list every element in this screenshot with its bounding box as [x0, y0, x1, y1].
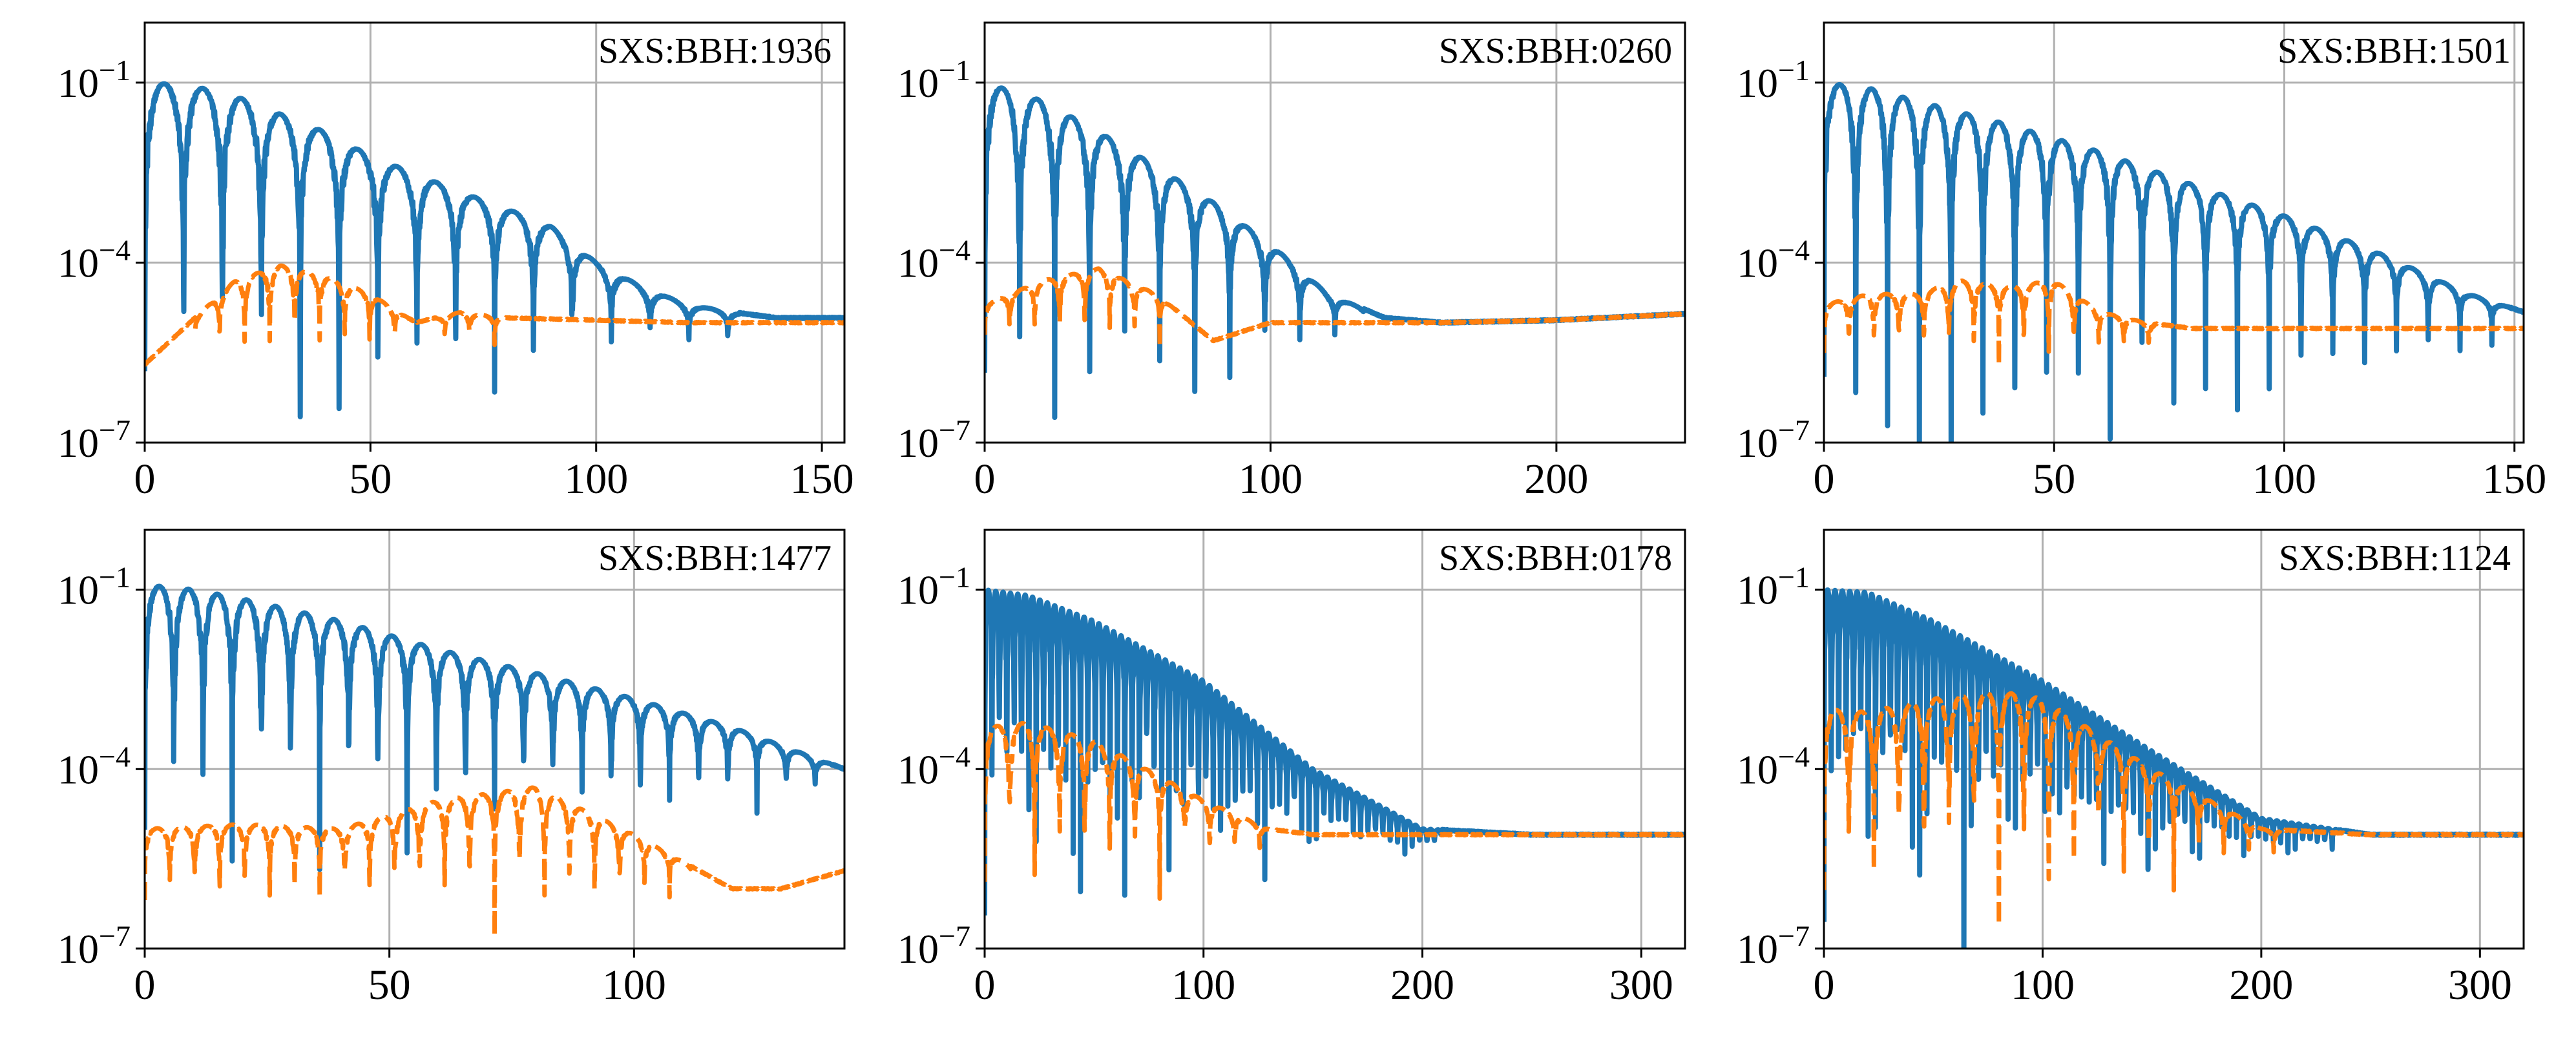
- y-tick-label: 10−4: [1737, 233, 1810, 286]
- series-line-dashed: [145, 263, 844, 367]
- x-tick-label: 100: [2011, 961, 2075, 1009]
- x-tick-label: 50: [349, 456, 392, 503]
- y-tick-label: 10−1: [58, 561, 131, 613]
- y-tick-label: 10−4: [58, 740, 131, 792]
- axes-frame: [983, 21, 1686, 444]
- panel-title: SXS:BBH:1936: [598, 31, 832, 71]
- axes-frame: [1823, 529, 2525, 950]
- x-tick-label: 100: [2252, 456, 2316, 503]
- series-line-dashed: [985, 266, 1685, 350]
- x-tick-label: 50: [2033, 456, 2075, 503]
- x-tick-label: 0: [134, 961, 156, 1009]
- x-tick-label: 50: [368, 961, 411, 1009]
- y-tick-label: 10−4: [897, 233, 970, 286]
- axes-frame: [143, 21, 846, 444]
- y-tick-label: 10−1: [58, 54, 131, 106]
- x-tick-label: 0: [974, 961, 996, 1009]
- series-line-dashed: [145, 785, 844, 938]
- series-line-solid: [1824, 587, 2524, 949]
- y-tick-label: 10−7: [1737, 414, 1810, 466]
- axes-frame: [983, 529, 1686, 950]
- y-tick-label: 10−7: [897, 919, 970, 972]
- y-tick-label: 10−1: [1737, 561, 1810, 613]
- x-tick-label: 200: [2229, 961, 2293, 1009]
- x-tick-label: 0: [974, 456, 996, 503]
- subplot-4: 0 50 100 10−1 10−4 10−7 SXS:BBH:1477: [58, 529, 846, 1009]
- panel-title: SXS:BBH:1501: [2278, 31, 2511, 71]
- axes-frame: [1823, 21, 2525, 444]
- x-tick-label: 100: [602, 961, 666, 1009]
- x-tick-label: 100: [564, 456, 628, 503]
- subplot-2: 0 100 200 10−1 10−4 10−7 SXS:BBH:0260: [897, 21, 1686, 503]
- panel-title: SXS:BBH:1477: [598, 538, 832, 578]
- x-tick-label: 300: [1609, 961, 1673, 1009]
- panel-title: SXS:BBH:1124: [2279, 538, 2511, 578]
- x-tick-label: 0: [134, 456, 156, 503]
- panel-title: SXS:BBH:0178: [1439, 538, 1672, 578]
- x-tick-label: 150: [2482, 456, 2546, 503]
- series-line-dashed: [1824, 278, 2524, 367]
- y-tick-label: 10−1: [1737, 54, 1810, 106]
- y-tick-label: 10−7: [58, 919, 131, 972]
- series-line-solid: [985, 85, 1685, 421]
- series-line-dashed: [1824, 690, 2524, 927]
- series-line-dashed: [985, 720, 1685, 901]
- y-tick-label: 10−4: [58, 233, 131, 286]
- x-tick-label: 0: [1814, 456, 1835, 503]
- y-tick-label: 10−7: [897, 414, 970, 466]
- y-tick-label: 10−4: [897, 740, 970, 792]
- y-tick-label: 10−1: [897, 54, 970, 106]
- y-tick-label: 10−7: [1737, 919, 1810, 972]
- subplot-1: 0 50 100 150 10−1 10−4 10−7 SXS:BBH:1936: [58, 21, 854, 503]
- x-tick-label: 200: [1524, 456, 1588, 503]
- subplot-6: 0 100 200 300 10−1 10−4 10−7 SXS:BBH:1124: [1737, 529, 2525, 1009]
- series-line-solid: [1824, 81, 2524, 443]
- series-line-solid: [145, 583, 844, 872]
- y-tick-label: 10−7: [58, 414, 131, 466]
- series-line-solid: [145, 81, 844, 419]
- subplot-5: 0 100 200 300 10−1 10−4 10−7 SXS:BBH:0178: [897, 529, 1686, 1009]
- subplot-3: 0 50 100 150 10−1 10−4 10−7 SXS:BBH:1501: [1737, 21, 2546, 503]
- x-tick-label: 100: [1171, 961, 1235, 1009]
- x-tick-label: 300: [2448, 961, 2512, 1009]
- x-tick-label: 150: [790, 456, 854, 503]
- x-tick-label: 100: [1239, 456, 1303, 503]
- axes-frame: [143, 529, 846, 950]
- x-tick-label: 200: [1390, 961, 1454, 1009]
- y-tick-label: 10−4: [1737, 740, 1810, 792]
- x-tick-label: 0: [1814, 961, 1835, 1009]
- panel-title: SXS:BBH:0260: [1439, 31, 1672, 71]
- y-tick-label: 10−1: [897, 561, 970, 613]
